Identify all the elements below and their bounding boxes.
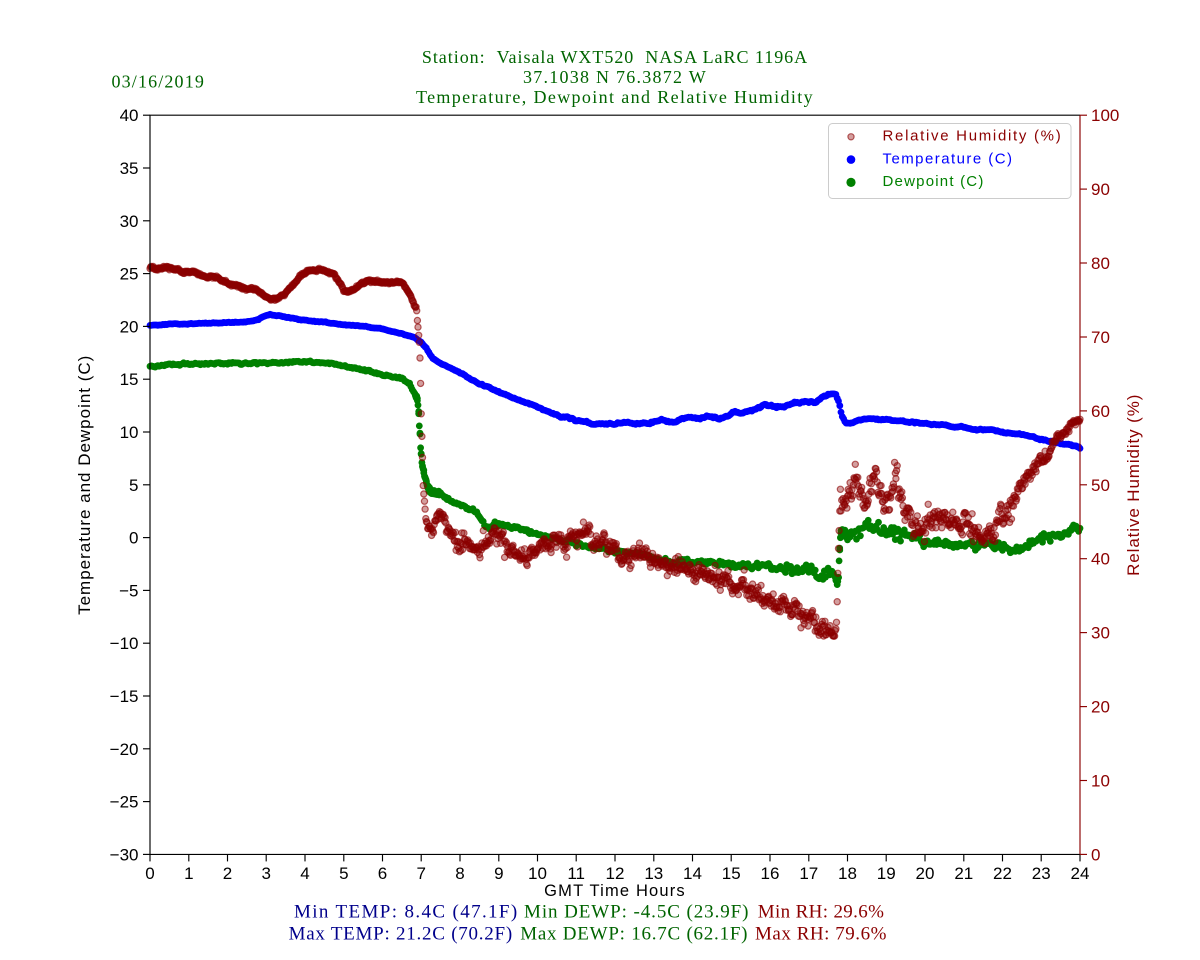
svg-text:Min TEMP: 8.4C (47.1F): Min TEMP: 8.4C (47.1F): [294, 902, 519, 923]
svg-text:−30: −30: [110, 845, 139, 864]
svg-text:100: 100: [1091, 106, 1119, 125]
svg-text:Dewpoint (C): Dewpoint (C): [883, 173, 985, 190]
svg-text:25: 25: [120, 265, 139, 284]
svg-text:15: 15: [120, 370, 139, 389]
svg-text:35: 35: [120, 159, 139, 178]
svg-text:37.1038 N 76.3872 W: 37.1038 N 76.3872 W: [523, 67, 707, 87]
svg-text:20: 20: [120, 317, 139, 336]
svg-text:0: 0: [145, 864, 154, 883]
svg-text:17: 17: [799, 864, 818, 883]
svg-text:10: 10: [120, 423, 139, 442]
svg-text:9: 9: [494, 864, 503, 883]
svg-text:12: 12: [606, 864, 625, 883]
svg-text:Max DEWP: 16.7C (62.1F): Max DEWP: 16.7C (62.1F): [520, 924, 748, 945]
svg-text:20: 20: [916, 864, 935, 883]
svg-text:11: 11: [567, 864, 585, 883]
svg-text:21: 21: [954, 864, 973, 883]
svg-text:03/16/2019: 03/16/2019: [112, 72, 206, 92]
svg-text:40: 40: [120, 106, 139, 125]
svg-text:30: 30: [1091, 624, 1110, 643]
svg-text:Relative Humidity (%): Relative Humidity (%): [1124, 394, 1143, 576]
svg-text:14: 14: [683, 864, 702, 883]
svg-text:0: 0: [1091, 845, 1100, 864]
svg-text:22: 22: [993, 864, 1012, 883]
svg-text:1: 1: [184, 864, 193, 883]
svg-text:0: 0: [129, 529, 138, 548]
svg-text:Station: Vaisala WXT520 NASA: Station: Vaisala WXT520 NASA LaRC 1196A: [422, 47, 808, 67]
svg-text:20: 20: [1091, 698, 1110, 717]
svg-text:15: 15: [722, 864, 741, 883]
svg-text:−25: −25: [110, 793, 139, 812]
svg-text:5: 5: [339, 864, 348, 883]
svg-text:90: 90: [1091, 180, 1110, 199]
svg-text:16: 16: [761, 864, 780, 883]
svg-text:40: 40: [1091, 550, 1110, 569]
svg-text:Temperature (C): Temperature (C): [883, 150, 1014, 167]
svg-text:−5: −5: [119, 581, 138, 600]
svg-text:13: 13: [644, 864, 663, 883]
svg-text:Max TEMP: 21.2C (70.2F): Max TEMP: 21.2C (70.2F): [289, 924, 513, 945]
svg-text:7: 7: [416, 864, 425, 883]
svg-text:−15: −15: [110, 687, 139, 706]
svg-text:70: 70: [1091, 328, 1110, 347]
svg-text:2: 2: [223, 864, 232, 883]
svg-text:5: 5: [129, 476, 138, 495]
svg-text:50: 50: [1091, 476, 1110, 495]
svg-text:6: 6: [378, 864, 387, 883]
svg-text:4: 4: [300, 864, 309, 883]
svg-text:Min RH: 29.6%: Min RH: 29.6%: [758, 902, 884, 923]
svg-text:−10: −10: [110, 634, 139, 653]
svg-text:3: 3: [261, 864, 270, 883]
svg-text:23: 23: [1032, 864, 1051, 883]
svg-text:19: 19: [877, 864, 896, 883]
svg-text:30: 30: [120, 212, 139, 231]
svg-text:10: 10: [528, 864, 547, 883]
svg-text:Max RH: 79.6%: Max RH: 79.6%: [755, 924, 887, 945]
svg-text:8: 8: [455, 864, 464, 883]
svg-text:Relative Humidity (%): Relative Humidity (%): [883, 128, 1063, 145]
svg-text:10: 10: [1091, 772, 1110, 791]
svg-text:Temperature and Dewpoint (C): Temperature and Dewpoint (C): [75, 355, 94, 615]
svg-text:18: 18: [838, 864, 857, 883]
svg-text:Min DEWP: -4.5C (23.9F): Min DEWP: -4.5C (23.9F): [524, 902, 749, 923]
svg-text:60: 60: [1091, 402, 1110, 421]
svg-text:Temperature, Dewpoint and Rela: Temperature, Dewpoint and Relative Humid…: [416, 87, 814, 107]
svg-text:GMT Time Hours: GMT Time Hours: [544, 882, 686, 900]
svg-text:−20: −20: [110, 740, 139, 759]
svg-text:24: 24: [1071, 864, 1090, 883]
svg-text:80: 80: [1091, 254, 1110, 273]
